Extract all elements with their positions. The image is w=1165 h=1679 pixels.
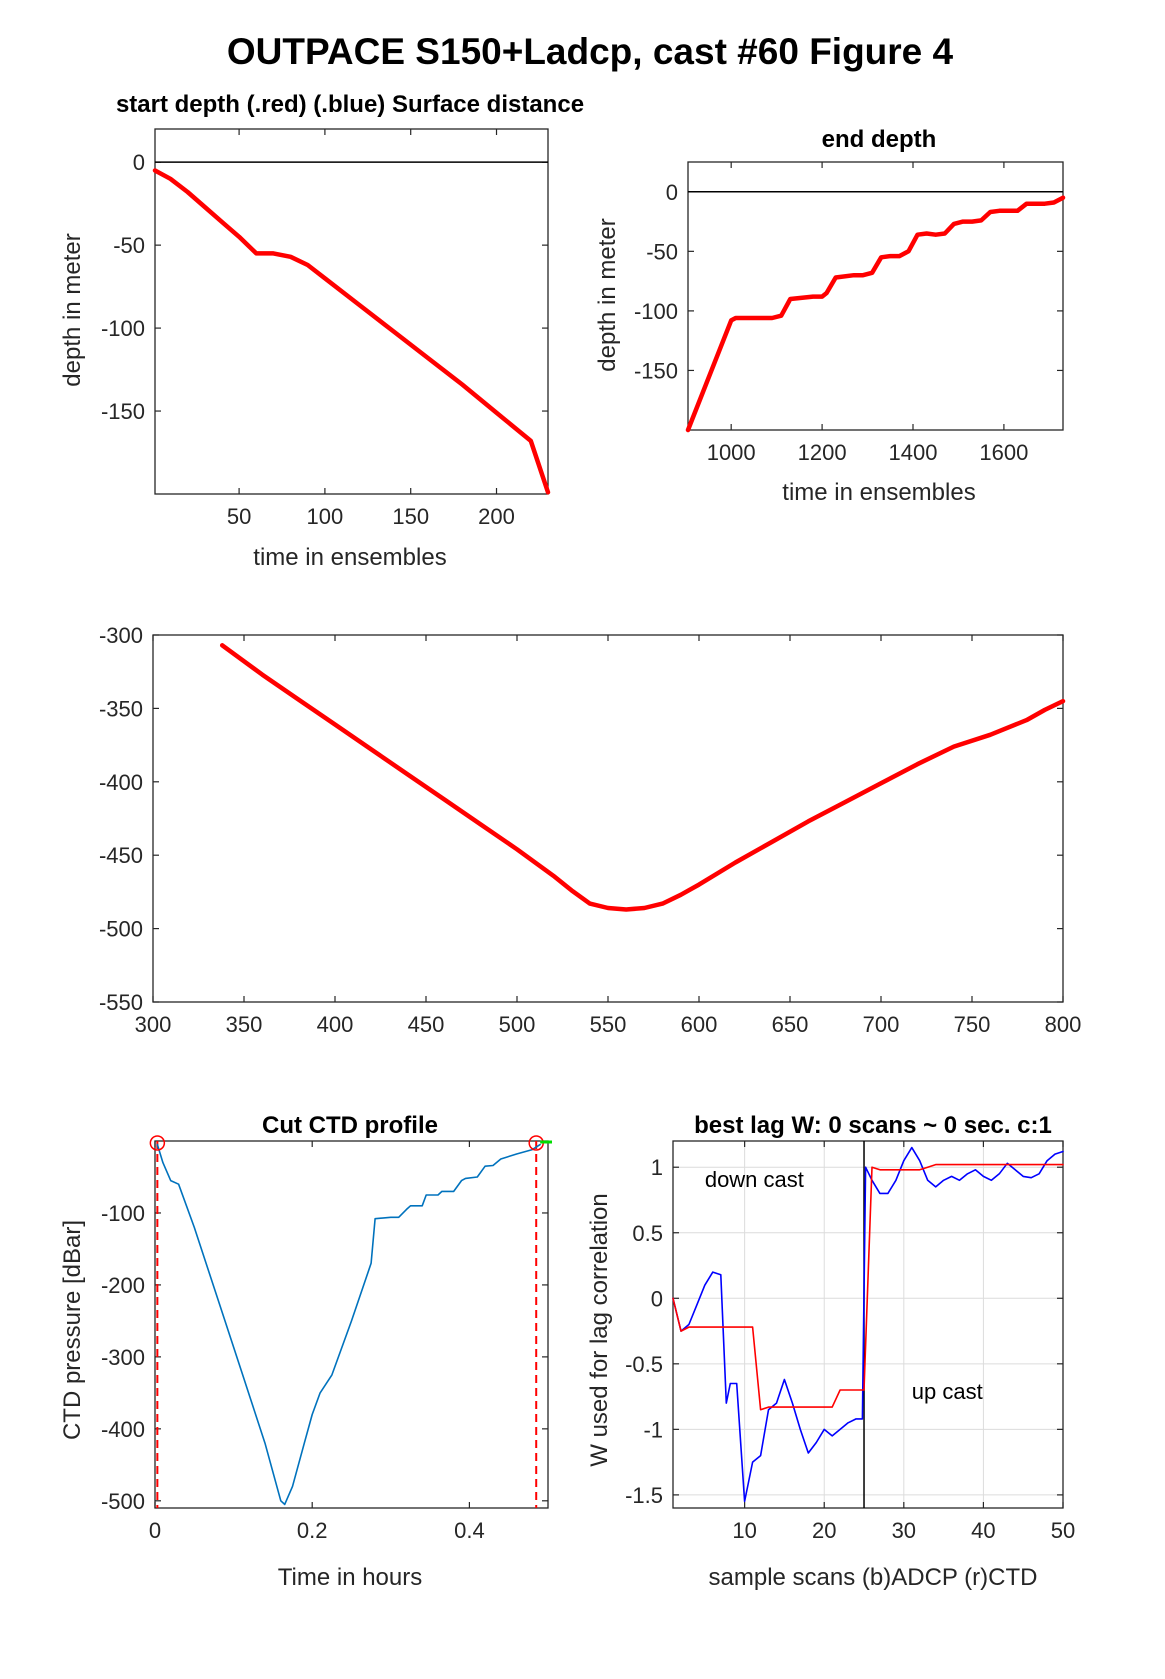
panel-start-series-0 [152,168,551,495]
panel-middle-xtick-label-10: 800 [1045,1012,1082,1037]
panel-ctd-series-0 [156,1143,541,1506]
panel-end-depth-ylabel: depth in meter [594,218,621,371]
panel-start-depth-title: start depth (.red) (.blue) Surface dista… [116,91,584,118]
panel-middle-ytick-label-1: -350 [99,696,143,721]
panel-lag-ytick-label-3: -0.5 [625,1352,663,1377]
panel-lag-ytick-label-1: 0.5 [632,1221,663,1246]
panel-end-xtick-label-0: 1000 [707,440,756,465]
panel-lag-xlabel: sample scans (b)ADCP (r)CTD [709,1564,1038,1591]
panel-middle-xtick-label-9: 750 [954,1012,991,1037]
panel-end-ytick-label-3: -150 [634,358,678,383]
panel-end-xtick-label-3: 1600 [979,440,1028,465]
panel-ctd-ytick-label-0: -100 [101,1201,145,1226]
panel-middle-xtick-label-8: 700 [863,1012,900,1037]
panel-middle-ytick-label-3: -450 [99,843,143,868]
panel-lag-ytick-label-4: -1 [643,1417,663,1442]
panel-end-ytick-label-1: -50 [646,239,678,264]
panel-start-depth: start depth (.red) (.blue) Surface dista… [59,91,584,571]
panel-start-xtick-label-2: 150 [392,504,429,529]
panel-end-ytick-label-0: 0 [666,180,678,205]
panel-end-depth-title: end depth [822,126,937,153]
panel-middle-xtick-label-1: 350 [226,1012,263,1037]
panel-lag-series-1 [672,1163,1064,1411]
panel-lag-ytick-label-5: -1.5 [625,1483,663,1508]
panel-ctd-profile: Cut CTD profile Time in hours CTD pressu… [59,1112,552,1591]
panel-start-xtick-label-1: 100 [307,504,344,529]
panel-ctd-xtick-label-0: 0 [149,1518,161,1543]
panel-ctd-ylabel: CTD pressure [dBar] [59,1220,86,1440]
panel-start-xtick-label-3: 200 [478,504,515,529]
panel-middle-depth: 300 350 400 450 500 550 600 650 700 750 800 -300 -35… [99,623,1081,1037]
panel-middle-series-0 [219,643,1066,912]
panel-ctd-xlabel: Time in hours [278,1564,423,1591]
panel-lag-title: best lag W: 0 scans ~ 0 sec. c:1 [694,1112,1052,1139]
panel-lag-ylabel: W used for lag correlation [586,1193,613,1466]
panel-ctd-ytick-label-1: -200 [101,1273,145,1298]
panel-end-series-0 [685,195,1066,433]
panel-start-depth-ylabel: depth in meter [59,233,86,386]
panel-lag-xtick-label-2: 30 [892,1518,916,1543]
panel-lag-ytick-label-0: 1 [651,1155,663,1180]
panel-middle-xtick-label-2: 400 [317,1012,354,1037]
panel-lag-xtick-label-4: 50 [1051,1518,1075,1543]
panel-middle-xtick-label-5: 550 [590,1012,627,1037]
panel-middle-xtick-label-4: 500 [499,1012,536,1037]
panel-ctd-title: Cut CTD profile [262,1112,438,1139]
panel-ctd-ytick-label-2: -300 [101,1345,145,1370]
panel-start-xtick-label-0: 50 [227,504,251,529]
panel-end-axes-box [687,161,1064,431]
panel-ctd-marker-0 [149,1135,166,1151]
panel-lag-annotation-1: up cast [912,1379,983,1404]
panel-middle-axes-box [152,634,1064,1003]
panel-middle-xtick-label-3: 450 [408,1012,445,1037]
panel-lag: best lag W: 0 scans ~ 0 sec. c:1 sample … [586,1112,1075,1591]
panel-ctd-ytick-label-3: -400 [101,1417,145,1442]
panel-lag-annotation-0: down cast [705,1167,804,1192]
figure-title: OUTPACE S150+Ladcp, cast #60 Figure 4 [227,31,954,72]
panel-lag-xtick-label-3: 40 [971,1518,995,1543]
panel-middle-xtick-label-6: 600 [681,1012,718,1037]
panel-ctd-xtick-label-2: 0.4 [454,1518,485,1543]
panel-ctd-ytick-label-4: -500 [101,1489,145,1514]
panel-start-axes-box [154,128,549,495]
panel-end-depth-xlabel: time in ensembles [782,479,975,506]
panel-start-ytick-label-0: 0 [133,150,145,175]
panel-end-ytick-label-2: -100 [634,299,678,324]
panel-start-depth-xlabel: time in ensembles [253,544,446,571]
panel-middle-ytick-label-4: -500 [99,917,143,942]
panel-end-xtick-label-2: 1400 [889,440,938,465]
panel-start-ytick-label-1: -50 [113,233,145,258]
panel-middle-ytick-label-2: -400 [99,770,143,795]
panel-end-depth: end depth time in ensembles depth in met… [594,126,1066,506]
panel-lag-ytick-label-2: 0 [651,1286,663,1311]
panel-ctd-axes-box [154,1140,549,1509]
panel-lag-axes-box [672,1140,1064,1509]
panel-start-ytick-label-2: -100 [101,316,145,341]
panel-ctd-xtick-label-1: 0.2 [297,1518,328,1543]
panel-lag-xtick-label-0: 10 [732,1518,756,1543]
panel-middle-ytick-label-5: -550 [99,990,143,1015]
panel-middle-xtick-label-7: 650 [772,1012,809,1037]
panel-middle-xtick-label-0: 300 [135,1012,172,1037]
panel-start-ytick-label-3: -150 [101,399,145,424]
panel-end-xtick-label-1: 1200 [798,440,847,465]
panel-middle-ytick-label-0: -300 [99,623,143,648]
panel-lag-series-0 [672,1146,1064,1503]
panel-lag-xtick-label-1: 20 [812,1518,836,1543]
